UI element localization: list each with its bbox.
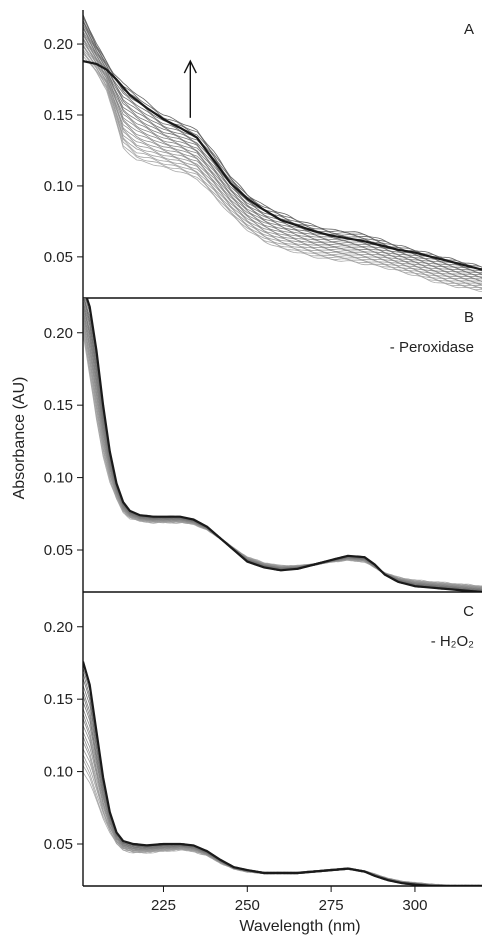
spectrum-trace [83, 32, 482, 279]
spectrum-trace [83, 759, 482, 886]
y-tick-label: 0.15 [44, 397, 73, 414]
spectrum-trace [83, 20, 482, 272]
spectrum-trace [83, 701, 482, 886]
traces [83, 14, 482, 292]
spectrum-trace [83, 678, 482, 886]
spectrum-trace [83, 318, 482, 590]
spectrum-trace [86, 298, 482, 592]
x-tick-label: 300 [402, 897, 427, 914]
spectrum-trace [83, 765, 482, 886]
spectrum-trace [83, 725, 482, 886]
spectrum-trace [83, 672, 482, 886]
spectrum-trace [83, 26, 482, 275]
spectrum-trace [83, 50, 482, 290]
spectrum-trace [83, 330, 482, 588]
y-tick-label: 0.20 [44, 619, 73, 636]
x-axis-label: Wavelength (nm) [239, 918, 360, 935]
spectrum-trace [83, 42, 482, 284]
spectrum-trace [83, 718, 482, 886]
spectrum-trace [83, 38, 482, 282]
highlight-trace [83, 661, 482, 886]
traces [83, 661, 482, 886]
traces [83, 298, 482, 592]
y-tick-label: 0.10 [44, 178, 73, 195]
spectrum-trace [83, 685, 475, 886]
panel-label: B [464, 309, 474, 326]
spectrum-trace [83, 46, 482, 286]
spectrum-trace [83, 51, 482, 289]
spectrum-trace [83, 754, 481, 886]
spectrum-trace [83, 327, 482, 587]
spectrum-trace [83, 14, 482, 268]
spectrum-trace [83, 326, 482, 589]
panel-label: C [463, 603, 474, 620]
spectrum-trace [83, 772, 476, 886]
y-axis-label: Absorbance (AU) [11, 377, 28, 500]
y-tick-label: 0.05 [44, 542, 73, 559]
x-tick-label: 250 [235, 897, 260, 914]
x-tick-label: 275 [319, 897, 344, 914]
spectrum-trace [83, 39, 482, 282]
y-tick-label: 0.15 [44, 691, 73, 708]
spectrum-trace [83, 324, 482, 589]
increase-arrow [183, 59, 197, 118]
panel-a: 0.05 0.10 0.15 0.20 A [44, 10, 482, 299]
spectrum-trace [83, 748, 475, 886]
spectrum-trace [84, 298, 482, 592]
panel-label: A [464, 21, 474, 38]
spectrum-trace [83, 736, 482, 886]
spectrum-trace [83, 320, 482, 589]
spectrum-trace [83, 695, 482, 886]
spectrum-trace [83, 49, 482, 288]
spectrum-trace [83, 319, 482, 588]
spectrum-trace [85, 298, 482, 592]
spectrum-trace [83, 741, 482, 886]
spectrum-trace [83, 667, 480, 886]
arrow-head [183, 59, 197, 74]
y-tick-label: 0.20 [44, 325, 73, 342]
spectrum-trace [83, 315, 482, 590]
spectrum-trace [83, 731, 479, 886]
panel-annotation: - H₂O₂ [431, 633, 474, 650]
spectrum-trace [83, 21, 482, 272]
y-tick-label: 0.15 [44, 107, 73, 124]
y-tick-label: 0.10 [44, 764, 73, 781]
y-tick-label: 0.05 [44, 249, 73, 266]
highlight-trace [85, 298, 482, 592]
spectrum-trace [83, 333, 482, 588]
x-tick-label: 225 [151, 897, 176, 914]
highlight-trace [83, 60, 482, 271]
spectrum-trace [83, 713, 482, 886]
panel-annotation: - Peroxidase [390, 339, 474, 356]
spectrum-trace [83, 31, 482, 278]
spectrum-trace [83, 690, 482, 886]
spectrum-trace [83, 14, 482, 268]
panel-b: 0.05 0.10 0.15 0.20 B - Peroxidase [44, 298, 482, 593]
spectrum-trace [83, 26, 482, 275]
panel-c: 0.05 0.10 0.15 0.20 225 250 275 300 C - H₂O₂ [44, 592, 482, 914]
y-tick-label: 0.10 [44, 470, 73, 487]
y-tick-label: 0.05 [44, 836, 73, 853]
y-tick-label: 0.20 [44, 36, 73, 53]
spectrum-trace [83, 708, 477, 886]
spectrum-trace [83, 44, 482, 286]
spectrum-trace [83, 44, 482, 286]
spectrum-trace [83, 24, 482, 274]
panels: 0.05 0.10 0.15 0.20 A 0.05 0.10 0.15 0.20 B - Pero… [44, 10, 482, 914]
